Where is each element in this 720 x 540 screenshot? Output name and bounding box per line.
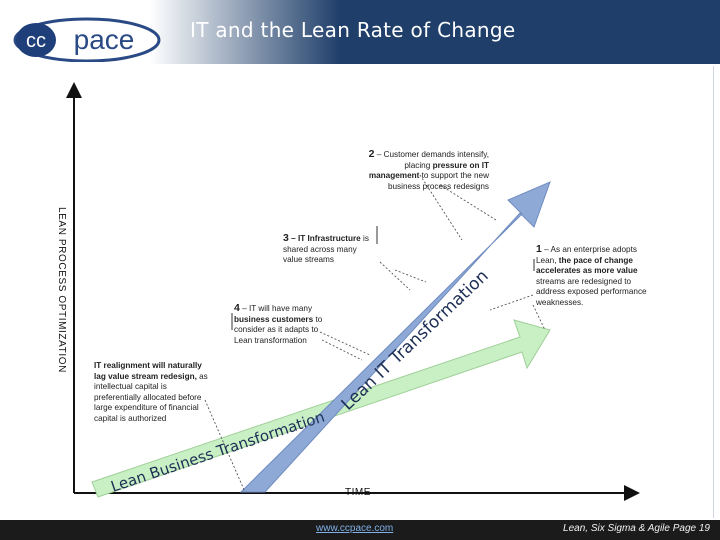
- logo-cc: cc: [26, 30, 46, 52]
- note-3-text: is shared across many value streams: [283, 234, 369, 265]
- note-1-bold: the pace of change accelerates as more v…: [536, 255, 638, 276]
- note-1-text-b: streams are redesigned to address expose…: [536, 276, 647, 307]
- note-2-text-a: – Customer demands intensify, placing: [374, 150, 489, 170]
- note-1-text-a: – As an enterprise adopts Lean,: [536, 245, 637, 265]
- note-3: 3 – IT Infrastructure is shared across m…: [283, 233, 375, 266]
- note-5-bold: IT realignment will naturally lag value …: [94, 361, 202, 381]
- content-panel: [8, 66, 714, 518]
- note-4-text-b: to consider as it adapts to Lean transfo…: [234, 314, 323, 345]
- note-3-number: 3: [283, 232, 289, 244]
- lean-business-arrow: [91, 319, 551, 498]
- note-5-text: as intellectual capital is preferentiall…: [94, 371, 208, 423]
- note-3-bold: – IT Infrastructure: [288, 234, 361, 243]
- note-2-number: 2: [368, 148, 375, 160]
- note-5: IT realignment will naturally lag value …: [94, 361, 210, 425]
- x-axis-label: TIME: [345, 487, 371, 498]
- note-4: 4 – IT will have many business customers…: [234, 303, 326, 346]
- note-4-bold: business customers: [234, 314, 314, 324]
- note-1-number: 1: [536, 243, 542, 255]
- note-2: 2 – Customer demands intensify, placing …: [357, 149, 489, 192]
- note-2-text-b: to support the new business process rede…: [387, 171, 489, 191]
- leader-lines: [204, 174, 546, 493]
- footer-bar: www.ccpace.com Lean, Six Sigma & Agile P…: [0, 520, 720, 540]
- note-2-bold: pressure on IT management: [368, 160, 489, 181]
- logo-pace: pace: [74, 24, 135, 55]
- y-axis-label: LEAN PROCESS OPTIMIZATION: [56, 207, 67, 373]
- ccpace-logo: cc pace: [13, 17, 161, 62]
- note-1: 1 – As an enterprise adopts Lean, the pa…: [536, 244, 648, 309]
- lean-it-arrow: [239, 181, 551, 493]
- lean-it-label: Lean IT Transformation: [338, 266, 493, 414]
- footer-website-link[interactable]: www.ccpace.com: [316, 523, 394, 534]
- note-4-number: 4: [234, 302, 240, 314]
- footer-page-info: Lean, Six Sigma & Agile Page 19: [563, 523, 710, 534]
- note-4-text-a: – IT will have many: [239, 304, 313, 313]
- slide-title: IT and the Lean Rate of Change: [190, 18, 516, 42]
